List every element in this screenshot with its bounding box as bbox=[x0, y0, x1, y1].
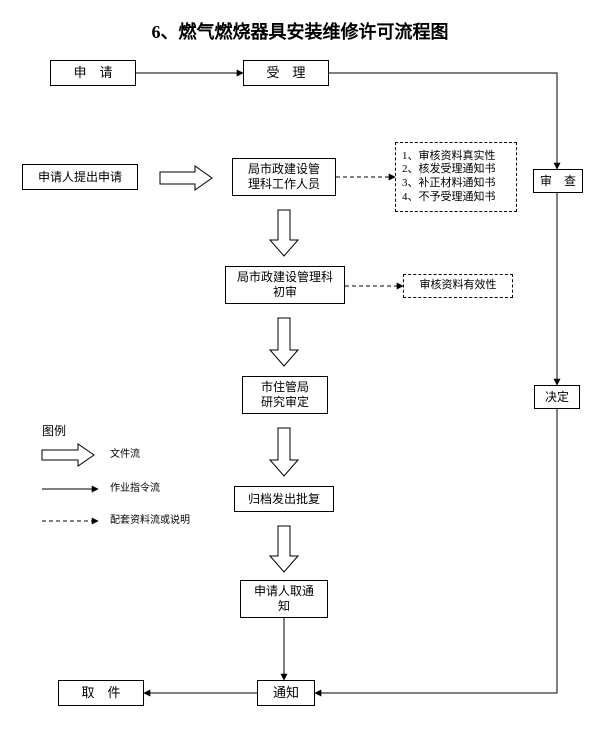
block-arrow-staff-to-prelim bbox=[270, 210, 298, 256]
node-study: 市住管局 研究审定 bbox=[242, 376, 328, 414]
legend-cmd-flow-label: 作业指令流 bbox=[110, 482, 160, 495]
legend-file-flow-label: 文件流 bbox=[110, 448, 140, 461]
node-decide: 决定 bbox=[534, 385, 580, 409]
legend-data-flow-label: 配套资料流或说明 bbox=[110, 514, 190, 527]
node-pickup-notice: 申请人取通 知 bbox=[240, 580, 328, 618]
node-staff: 局市政建设管 理科工作人员 bbox=[232, 158, 336, 196]
node-review: 审 查 bbox=[533, 169, 583, 193]
block-arrow-study-to-archive bbox=[270, 428, 298, 476]
node-validity: 审核资料有效性 bbox=[403, 274, 513, 298]
page-title: 6、燃气燃烧器具安装维修许可流程图 bbox=[90, 18, 510, 44]
legend-title: 图例 bbox=[42, 424, 66, 440]
arrows-overlay bbox=[0, 0, 600, 741]
block-arrow-archive-to-pickupn bbox=[270, 526, 298, 572]
node-applicant: 申请人提出申请 bbox=[22, 164, 138, 190]
block-arrow-applicant-to-staff bbox=[160, 166, 212, 190]
node-apply: 申 请 bbox=[50, 60, 136, 86]
flowchart-canvas: 6、燃气燃烧器具安装维修许可流程图 申 请 受 理 申请人提出申请 局市政建设管… bbox=[0, 0, 600, 741]
node-prelim: 局市政建设管理科 初审 bbox=[225, 266, 345, 304]
legend-block-arrow-icon bbox=[42, 444, 94, 466]
node-notes: 1、审核资料真实性 2、核发受理通知书 3、补正材料通知书 4、不予受理通知书 bbox=[395, 142, 517, 212]
node-pickup: 取 件 bbox=[58, 680, 144, 706]
node-accept: 受 理 bbox=[243, 60, 329, 86]
node-archive: 归档发出批复 bbox=[234, 486, 334, 512]
node-notify: 通知 bbox=[257, 680, 315, 706]
arrow-decide-to-notify bbox=[315, 409, 557, 693]
block-arrow-prelim-to-study bbox=[270, 318, 298, 366]
